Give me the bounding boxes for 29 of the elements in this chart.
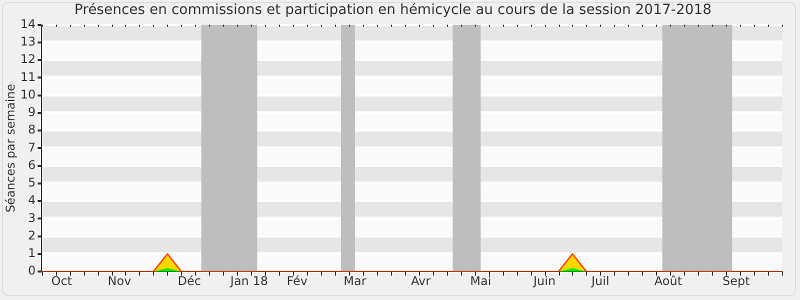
y-tick-label: 4	[28, 193, 36, 208]
y-tick-label: 5	[28, 176, 36, 190]
y-tick-label: 7	[28, 140, 36, 154]
x-tick-label: Jan 18	[229, 274, 268, 288]
x-tick-label: Août	[654, 274, 682, 288]
x-tick-label: Juil	[590, 274, 610, 288]
x-tick-label: Mai	[470, 274, 492, 288]
y-tick-label: 14	[20, 16, 36, 31]
y-tick-label: 10	[20, 87, 36, 102]
y-axis-title: Séances par semaine	[3, 84, 18, 213]
y-tick-label: 6	[28, 158, 36, 172]
x-tick-label: Déc	[178, 274, 201, 288]
x-tick-label: Oct	[51, 274, 72, 288]
x-tick-label: Fév	[286, 274, 308, 288]
x-tick-label: Avr	[411, 274, 431, 288]
x-tick-label: Sept	[722, 274, 750, 288]
y-tick-label: 9	[28, 105, 36, 120]
x-tick-label: Mar	[344, 274, 366, 288]
x-tick-label: Nov	[108, 274, 132, 288]
chart-title: Présences en commissions et participation en hémicycle au cours de la session 2017-2018	[74, 2, 712, 18]
y-tick-label: 2	[28, 228, 36, 242]
x-tick-label: Juin	[532, 274, 556, 288]
y-tick-label: 3	[28, 210, 36, 225]
y-tick-label: 1	[28, 246, 36, 260]
y-tick-label: 11	[20, 70, 36, 84]
y-tick-label: 0	[28, 264, 36, 278]
y-tick-label: 13	[20, 34, 36, 49]
y-tick-label: 8	[28, 122, 36, 137]
y-tick-label: 12	[20, 52, 36, 66]
